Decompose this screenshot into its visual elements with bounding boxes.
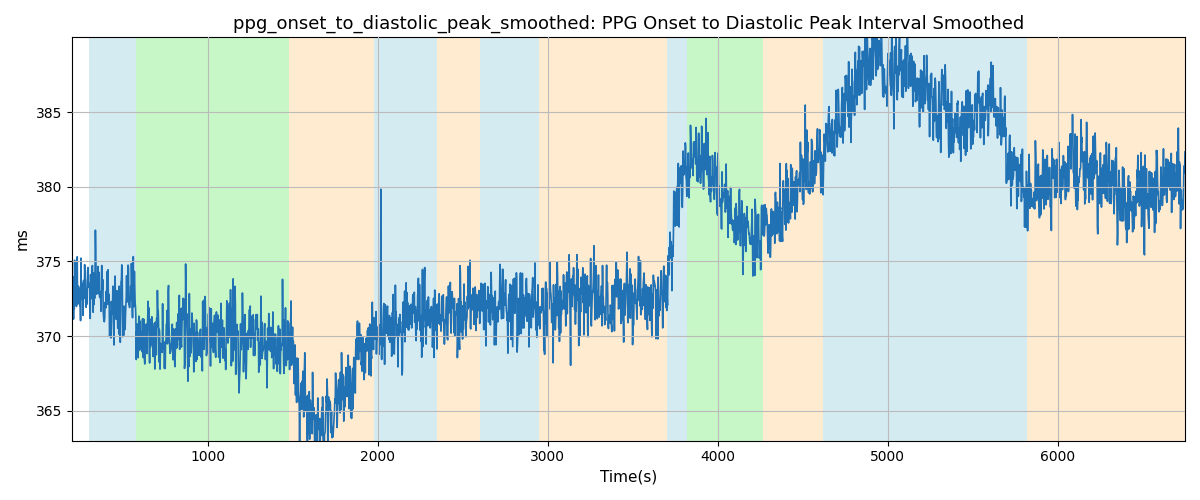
Y-axis label: ms: ms: [16, 228, 30, 250]
Bar: [1027, 38, 1184, 440]
Bar: [686, 38, 763, 440]
Bar: [666, 38, 686, 440]
Bar: [89, 38, 137, 440]
Title: ppg_onset_to_diastolic_peak_smoothed: PPG Onset to Diastolic Peak Interval Smoot: ppg_onset_to_diastolic_peak_smoothed: PP…: [233, 15, 1024, 34]
Bar: [289, 38, 374, 440]
Bar: [374, 38, 437, 440]
Bar: [480, 38, 539, 440]
Bar: [823, 38, 1027, 440]
Bar: [137, 38, 289, 440]
Bar: [763, 38, 823, 440]
Bar: [539, 38, 666, 440]
X-axis label: Time(s): Time(s): [600, 470, 656, 485]
Bar: [437, 38, 480, 440]
